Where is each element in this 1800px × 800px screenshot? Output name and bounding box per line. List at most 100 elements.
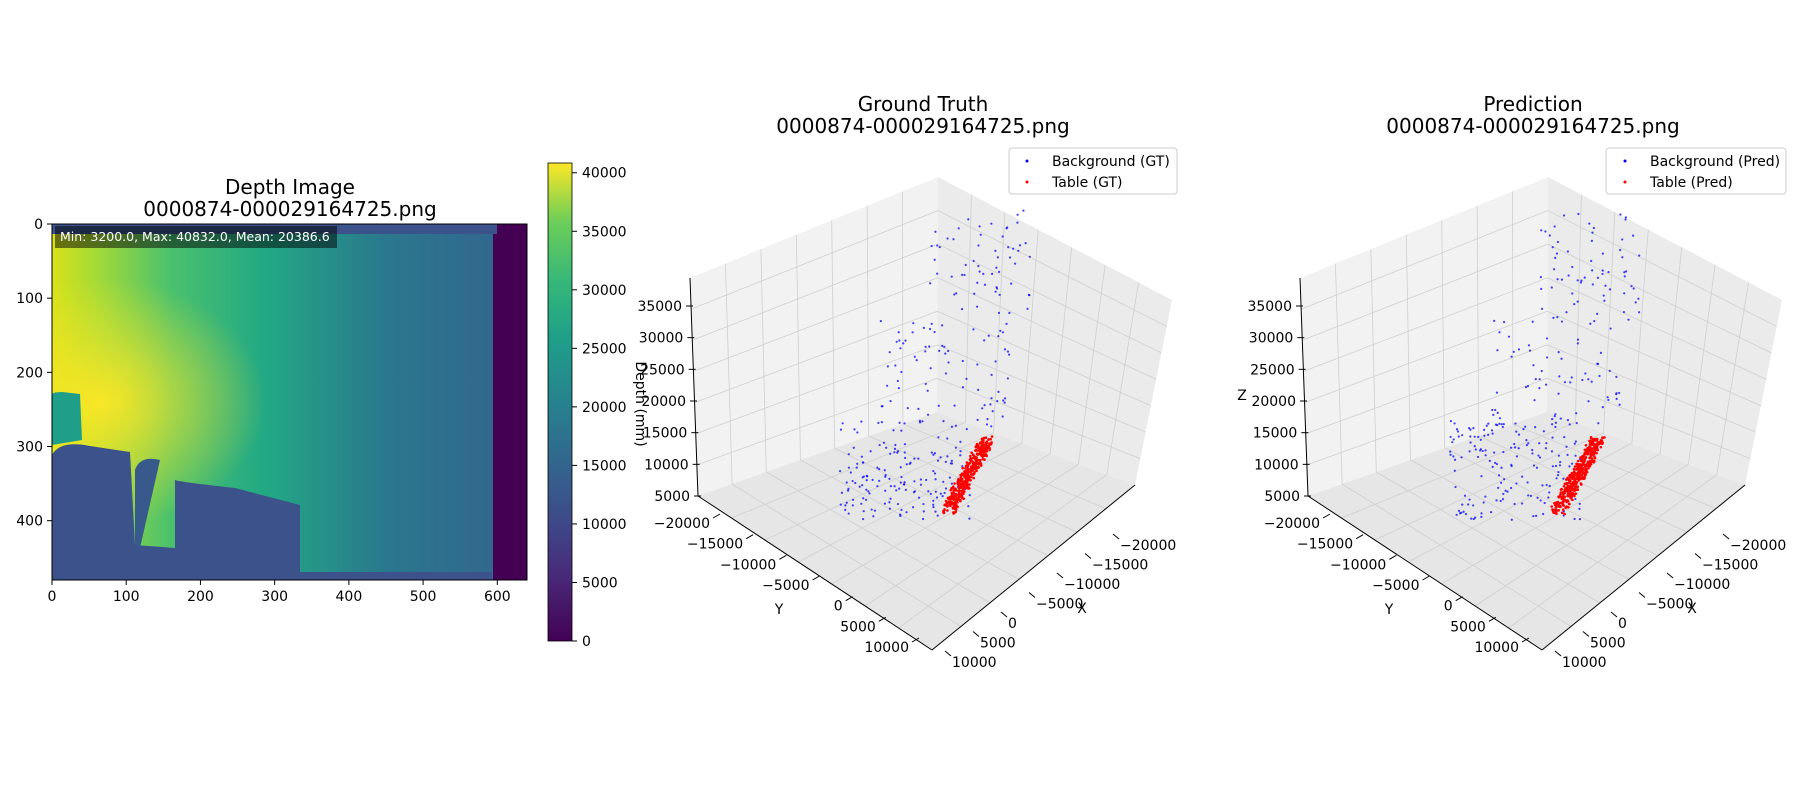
grid-line [1305,344,1548,435]
background-point [1538,456,1542,459]
table-point [1575,481,1579,484]
x-tick-mark [1028,592,1036,598]
background-point [950,459,953,462]
y-tick-label: −5000 [762,578,809,594]
grid-line [764,432,994,541]
grid-line [1547,277,1767,380]
background-point [1578,502,1581,505]
y-tick-mark [1422,575,1430,581]
grid-line [1302,243,1548,341]
background-point [1526,385,1530,388]
background-point [840,491,844,494]
y-tick-label: 10000 [864,640,909,656]
background-point [1539,275,1542,279]
back-left-pane [690,177,938,496]
table-point [950,493,954,496]
table-point [1571,498,1574,502]
background-point [1026,307,1029,310]
background-point [1491,465,1494,469]
background-point [999,329,1002,332]
table-point [1573,488,1577,492]
colorbar-tick-label: 25000 [582,341,627,357]
background-point [994,249,997,252]
legend-marker-background [1623,159,1627,163]
pred-zlabel: Z [1237,388,1247,404]
background-point [888,477,891,480]
background-point [1510,464,1513,468]
background-point [1615,393,1618,396]
grid-line [831,453,1051,585]
background-point [1570,462,1574,465]
background-point [1587,400,1590,403]
y-tick-mark [745,534,754,540]
background-point [1463,494,1467,497]
table-point [1568,475,1572,479]
background-point [1002,399,1005,402]
x-tick-label: −10000 [1064,577,1120,593]
background-point [1623,271,1626,274]
background-point [847,512,850,515]
grid-line [831,220,835,449]
background-point [1560,320,1564,323]
table-point [1583,472,1587,476]
table-point [961,466,964,470]
grid-line [1370,249,1377,473]
background-point [989,403,992,406]
background-point [995,286,998,289]
table-point [963,472,966,476]
background-point [1483,434,1486,437]
background-point [998,293,1001,296]
table-point [1581,467,1585,470]
table-point [1595,444,1599,448]
background-point [1566,250,1570,253]
table-point [966,467,970,471]
background-point [990,373,993,376]
background-point [926,389,929,392]
x-tick-mark [944,650,952,657]
table-point [1586,451,1589,454]
background-point [933,330,936,334]
background-point [1468,450,1471,453]
table-point [1584,470,1588,474]
grid-line [902,423,1107,509]
table-point [1576,459,1580,463]
background-point [1502,320,1506,324]
background-point [884,475,887,478]
background-point [953,293,956,296]
table-point [1573,465,1577,468]
y-tick-label: 0 [34,217,43,233]
background-point [1016,213,1019,216]
y-tick-label: 10000 [1474,640,1519,656]
background-point [968,494,971,497]
background-point [941,494,944,498]
table-point [1568,502,1571,506]
background-point [946,437,949,440]
table-point [954,495,957,499]
background-point [959,440,962,444]
x-tick-label: 300 [261,589,288,605]
table-point [1580,473,1584,477]
background-point [950,425,954,428]
background-point [1477,435,1480,439]
table-point [981,450,985,454]
background-point [1590,239,1593,242]
background-point [928,345,931,348]
background-point [1456,430,1460,433]
background-point [1461,434,1464,437]
table-point [972,472,976,475]
background-point [932,499,935,502]
background-point [1449,453,1452,456]
z-tick-label: 10000 [644,457,689,473]
background-point [938,349,941,352]
y-tick-label: −5000 [1372,578,1419,594]
z-tick-label: 5000 [654,489,690,505]
background-point [913,355,916,358]
y-tick-label: −10000 [720,557,776,573]
x-tick-label: −5000 [1036,597,1083,613]
background-point [921,420,924,423]
background-point [928,327,932,331]
background-point [1575,412,1578,415]
background-point [1449,450,1452,453]
background-point [1551,436,1554,439]
grid-line [1547,344,1756,433]
